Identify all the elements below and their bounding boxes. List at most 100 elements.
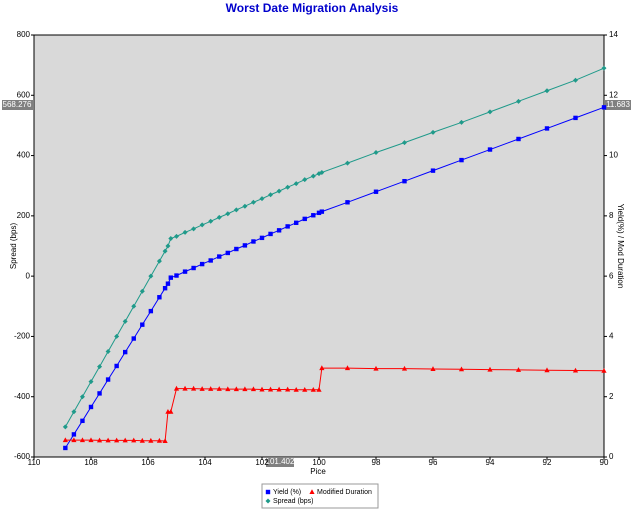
- data-point: [459, 119, 464, 125]
- data-point: [430, 366, 436, 371]
- data-point: [208, 258, 213, 263]
- data-point: [225, 250, 230, 256]
- data-point: [148, 308, 154, 314]
- data-point: [302, 177, 308, 183]
- data-point: [62, 437, 68, 443]
- data-point: [162, 438, 168, 444]
- cursor-value: 11.683: [606, 100, 630, 109]
- data-point: [316, 386, 322, 392]
- data-point: [544, 88, 550, 94]
- data-point: [373, 365, 379, 371]
- data-point: [293, 386, 299, 392]
- data-point: [191, 385, 197, 391]
- data-point: [114, 437, 120, 443]
- y-tick-label: 600: [17, 90, 31, 99]
- y2-tick-label: 8: [609, 211, 614, 220]
- y-tick-label: 400: [17, 151, 31, 160]
- y2-tick-label: 4: [609, 332, 614, 341]
- x-tick-label: 90: [600, 458, 609, 467]
- data-point: [285, 224, 290, 229]
- y2-tick-label: 14: [609, 30, 618, 39]
- y-tick-label: -600: [14, 452, 31, 461]
- data-point: [601, 105, 607, 110]
- plot-area: [33, 34, 605, 458]
- data-point: [259, 386, 265, 392]
- data-point: [80, 418, 85, 424]
- x-tick-label: 104: [198, 458, 212, 467]
- data-point: [345, 200, 350, 205]
- data-point: [310, 386, 316, 392]
- y-tick-label: 200: [17, 211, 31, 220]
- data-point: [79, 394, 85, 400]
- data-point: [199, 261, 205, 267]
- data-point: [276, 228, 282, 233]
- data-point: [122, 437, 128, 443]
- legend-swatch: [309, 489, 315, 494]
- data-point: [165, 243, 171, 249]
- data-point: [165, 281, 171, 286]
- data-point: [402, 178, 407, 184]
- data-point: [234, 246, 239, 252]
- chart-title: Worst Date Migration Analysis: [226, 1, 399, 15]
- data-point: [199, 222, 205, 228]
- data-point: [276, 188, 282, 194]
- legend-label: Spread (bps): [273, 498, 313, 505]
- x-tick-label: 110: [28, 458, 41, 467]
- data-point: [191, 226, 197, 232]
- data-point: [276, 386, 282, 392]
- data-point: [225, 386, 231, 392]
- legend-swatch: [265, 498, 271, 504]
- data-point: [319, 365, 325, 371]
- data-point: [487, 109, 493, 115]
- data-point: [148, 273, 154, 279]
- data-point: [168, 235, 174, 241]
- data-point: [402, 140, 407, 146]
- data-point: [123, 349, 128, 355]
- data-point: [573, 77, 578, 83]
- cursor-value: 568.276: [3, 100, 32, 109]
- data-point: [487, 147, 493, 152]
- data-point: [285, 184, 291, 190]
- data-point: [156, 258, 162, 264]
- x-tick-label: 96: [429, 458, 438, 467]
- data-point: [174, 233, 179, 239]
- data-point: [293, 181, 299, 187]
- data-point: [191, 265, 196, 271]
- y-axis-label: Spread (bps): [9, 223, 18, 270]
- y2-axis-label: Yield(%) / Mod Duration: [616, 204, 625, 289]
- data-point: [233, 386, 239, 392]
- y-tick-label: 0: [26, 271, 31, 280]
- y2-tick-label: 6: [609, 271, 614, 280]
- data-point: [259, 235, 265, 241]
- data-point: [373, 150, 379, 156]
- data-point: [131, 336, 136, 341]
- data-point: [458, 366, 465, 372]
- legend-label: Modified Duration: [317, 489, 372, 496]
- data-point: [174, 273, 179, 278]
- data-point: [251, 239, 256, 244]
- data-point: [182, 385, 188, 391]
- data-point: [294, 220, 299, 225]
- data-point: [373, 189, 379, 194]
- data-point: [162, 286, 168, 291]
- data-point: [114, 333, 120, 339]
- data-point: [430, 168, 436, 173]
- data-point: [573, 115, 578, 121]
- x-tick-label: 108: [84, 458, 98, 467]
- data-point: [515, 367, 522, 372]
- x-axis-label: Pice: [310, 467, 326, 476]
- x-tick-label: 94: [486, 458, 495, 467]
- data-point: [250, 199, 256, 205]
- legend-label: Yield (%): [273, 489, 301, 496]
- y2-tick-label: 10: [609, 151, 618, 160]
- data-point: [97, 364, 103, 370]
- y-tick-label: 800: [17, 30, 31, 39]
- data-point: [268, 231, 273, 237]
- data-point: [242, 203, 248, 209]
- data-point: [114, 363, 119, 369]
- data-point: [233, 207, 239, 213]
- data-point: [131, 437, 137, 443]
- data-point: [105, 377, 111, 382]
- cursor-tag: [2, 100, 33, 110]
